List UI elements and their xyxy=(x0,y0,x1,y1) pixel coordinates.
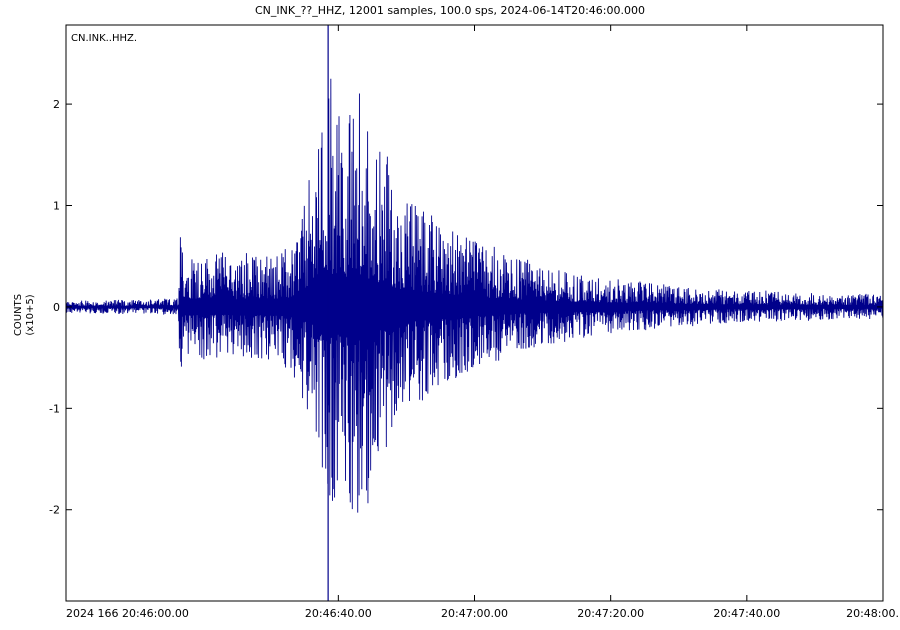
y-tick-label: -1 xyxy=(49,402,60,415)
y-tick-label: 2 xyxy=(53,98,60,111)
waveform-line xyxy=(65,78,884,513)
y-tick-label: -2 xyxy=(49,504,60,517)
x-tick-label: 20:47:00.00 xyxy=(441,607,508,620)
x-tick-label: 20:47:40.00 xyxy=(713,607,780,620)
axis-ticks: -2 -1 0 1 2 2024 166 20:46:00.00 20:46:40.00 20… xyxy=(49,25,899,620)
y-tick-label: 1 xyxy=(53,200,60,213)
y-tick-label: 0 xyxy=(53,301,60,314)
trace-label: CN.INK..HHZ. xyxy=(71,33,137,44)
x-tick-label: 2024 166 20:46:00.00 xyxy=(66,607,189,620)
x-tick-label: 20:48:00. xyxy=(846,607,899,620)
x-tick-label: 20:47:20.00 xyxy=(577,607,644,620)
x-tick-label: 20:46:40.00 xyxy=(305,607,372,620)
waveform-trace xyxy=(65,78,884,513)
y-axis-label: COUNTS xyxy=(13,294,24,336)
chart-title: CN_INK_??_HHZ, 12001 samples, 100.0 sps,… xyxy=(254,4,646,17)
y-axis-scale-label: (x10+5) xyxy=(25,294,36,335)
